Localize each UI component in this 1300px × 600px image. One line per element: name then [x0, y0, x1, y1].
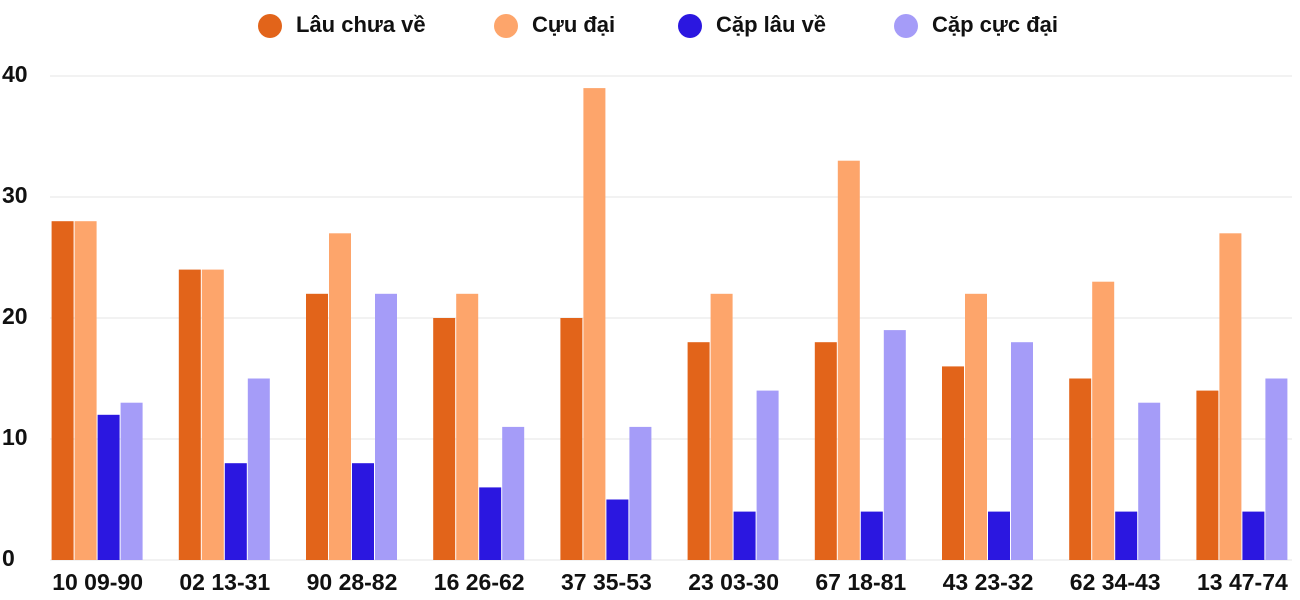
bar [606, 499, 629, 560]
y-tick-label: 30 [2, 182, 28, 208]
x-tick-label: 16 26-62 [434, 569, 525, 595]
y-tick-label: 20 [2, 303, 28, 329]
bar [965, 293, 987, 560]
bar [352, 463, 374, 560]
bar [456, 293, 479, 560]
bar [1242, 511, 1265, 560]
x-tick-label: 23 03-30 [688, 569, 779, 595]
bar [814, 342, 837, 560]
bar [710, 293, 733, 560]
bar [860, 511, 883, 560]
x-tick-label: 90 28-82 [307, 569, 398, 595]
bar [942, 366, 964, 560]
bar [1115, 511, 1138, 560]
x-tick-label: 37 35-53 [561, 569, 652, 595]
bar [201, 269, 224, 560]
legend-label: Cựu đại [532, 12, 615, 37]
y-tick-label: 40 [2, 61, 28, 87]
x-tick-label: 13 47-74 [1197, 569, 1288, 595]
bar [1011, 342, 1033, 560]
legend-swatch [678, 14, 702, 38]
bar [837, 160, 860, 560]
bar [97, 414, 120, 560]
bar [74, 221, 97, 560]
bar [502, 426, 525, 560]
bar [1196, 390, 1219, 560]
bar [583, 88, 606, 560]
bar [560, 318, 583, 560]
legend-swatch [494, 14, 518, 38]
bar [756, 390, 779, 560]
bar [1219, 233, 1242, 561]
bar [329, 233, 351, 561]
bar [120, 402, 143, 560]
legend-label: Lâu chưa về [296, 12, 426, 37]
x-tick-label: 43 23-32 [943, 569, 1034, 595]
y-tick-label: 10 [2, 424, 28, 450]
legend-label: Cặp cực đại [932, 12, 1058, 37]
bar [883, 330, 906, 560]
bar [1092, 281, 1115, 560]
legend-label: Cặp lâu về [716, 12, 826, 37]
bar [224, 463, 247, 560]
legend-swatch [258, 14, 282, 38]
x-tick-label: 62 34-43 [1070, 569, 1161, 595]
bar [1069, 378, 1092, 560]
bar [1138, 402, 1161, 560]
x-tick-label: 02 13-31 [179, 569, 270, 595]
bar [375, 293, 397, 560]
bar [479, 487, 502, 560]
bar [629, 426, 652, 560]
bar [51, 221, 74, 560]
bar [988, 511, 1010, 560]
bar [433, 318, 456, 560]
bar [178, 269, 201, 560]
x-tick-label: 67 18-81 [815, 569, 906, 595]
bar [247, 378, 270, 560]
legend-swatch [894, 14, 918, 38]
y-tick-label: 0 [2, 545, 15, 571]
bar [733, 511, 756, 560]
bar [687, 342, 710, 560]
bar [306, 293, 328, 560]
bar [1265, 378, 1288, 560]
x-tick-label: 10 09-90 [52, 569, 143, 595]
